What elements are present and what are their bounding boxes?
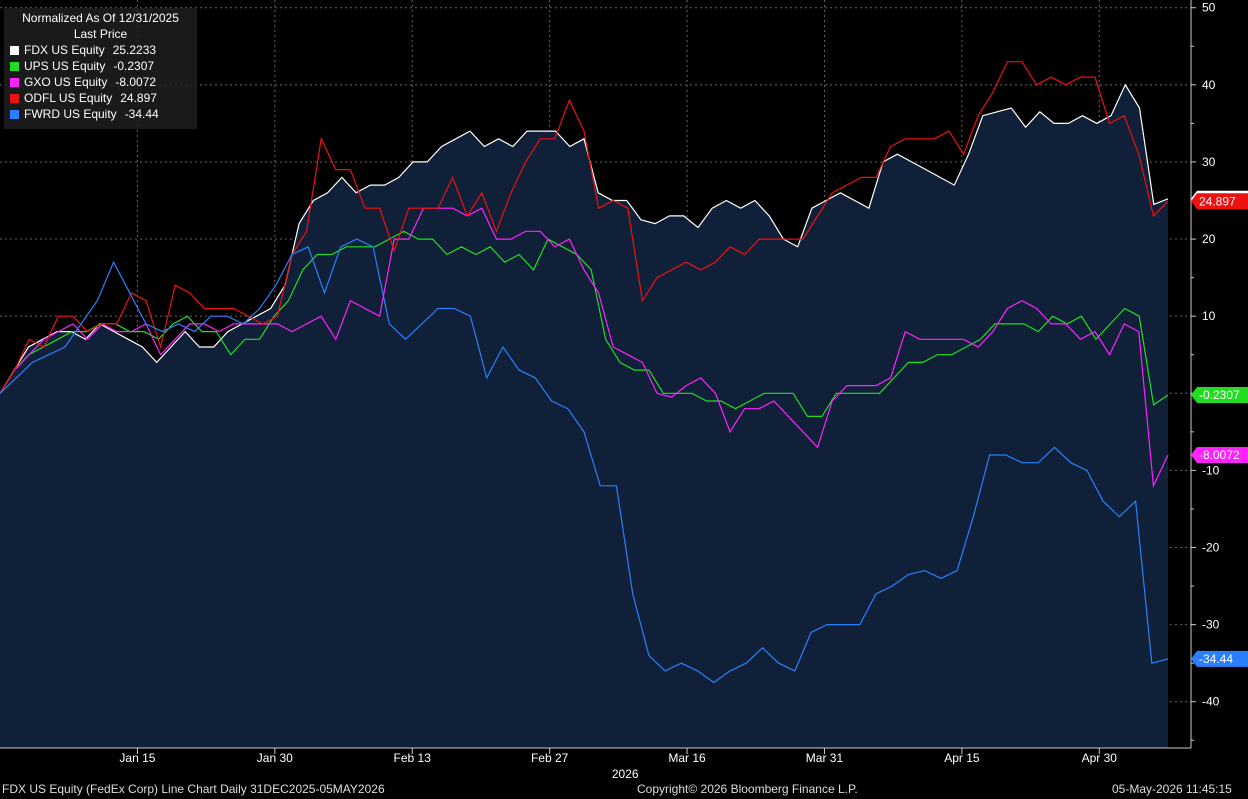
y-tick-label: 40 <box>1202 78 1216 92</box>
gxo-last-label: -8.0072 <box>1191 447 1248 464</box>
fwrd-line <box>0 238 1169 684</box>
x-tick-label: Jan 15 <box>119 751 155 765</box>
ups-last-label-bg <box>1191 387 1248 404</box>
legend-series-value: -8.0072 <box>115 75 157 89</box>
legend-series-name: UPS US Equity <box>24 59 106 73</box>
legend-series-value: 24.897 <box>120 91 157 105</box>
odfl-line <box>0 61 1169 394</box>
fwrd-last-label-bg <box>1191 650 1248 667</box>
y-axis: 50403020100-10-20-30-40 <box>1190 0 1220 748</box>
legend-entry-ups: UPS US Equity -0.2307 <box>10 58 191 74</box>
legend-series-value: -34.44 <box>124 107 159 121</box>
y-tick-label: 20 <box>1202 232 1216 246</box>
legend-entry-fdx: FDX US Equity 25.2233 <box>10 42 191 58</box>
gxo-last-label-bg <box>1191 447 1248 464</box>
legend-series-value: -0.2307 <box>113 59 155 73</box>
ups-last-label: -0.2307 <box>1191 387 1248 404</box>
legend-entry-odfl: ODFL US Equity 24.897 <box>10 90 191 106</box>
legend-series-value: 25.2233 <box>112 43 157 57</box>
legend-swatch <box>10 61 19 71</box>
series-lines <box>0 61 1169 684</box>
legend-series-name: GXO US Equity <box>24 75 108 89</box>
footer-description: FDX US Equity (FedEx Corp) Line Chart Da… <box>2 782 385 796</box>
x-year-label: 2026 <box>612 767 639 781</box>
legend-entry-fwrd: FWRD US Equity -34.44 <box>10 106 191 122</box>
x-tick-label: Jan 30 <box>257 751 293 765</box>
legend-swatch <box>10 77 19 87</box>
x-axis: Jan 15 Jan 30 Feb 13 Feb 27 Mar 16 Mar 31 Apr … <box>0 747 1191 781</box>
odfl-last-label-bg <box>1191 193 1248 210</box>
y-tick-label: -40 <box>1202 695 1220 709</box>
odfl-last-label: 24.897 <box>1191 193 1248 210</box>
x-tick-label: Apr 15 <box>944 751 980 765</box>
y-tick-label: -20 <box>1202 541 1220 555</box>
legend-swatch <box>10 93 19 103</box>
y-tick-label: 10 <box>1202 309 1216 323</box>
fdx-area-fill <box>0 84 1168 749</box>
legend-swatch <box>10 45 19 55</box>
y-tick-label: -30 <box>1202 618 1220 632</box>
legend-entry-gxo: GXO US Equity -8.0072 <box>10 74 191 90</box>
x-tick-label: Feb 13 <box>394 751 432 765</box>
fwrd-last-label: -34.44 <box>1191 650 1248 667</box>
x-tick-label: Mar 16 <box>668 751 706 765</box>
fwrd-last-value: -34.44 <box>1199 652 1233 666</box>
legend-title: Normalized As Of 12/31/2025 <box>22 11 179 25</box>
gxo-last-value: -8.0072 <box>1199 448 1240 462</box>
gxo-line <box>0 207 1169 489</box>
legend-entries: FDX US Equity 25.2233 UPS US Equity -0.2307… <box>10 42 191 122</box>
x-tick-label: Mar 31 <box>806 751 844 765</box>
legend-series-name: FWRD US Equity <box>24 107 117 121</box>
y-tick-label: 30 <box>1202 155 1216 169</box>
odfl-last-value: 24.897 <box>1199 194 1236 208</box>
footer-copyright: Copyright© 2026 Bloomberg Finance L.P. <box>637 782 858 796</box>
fdx-area <box>0 84 1168 749</box>
legend-series-name: ODFL US Equity <box>24 91 113 105</box>
legend: Normalized As Of 12/31/2025 Last Price F… <box>4 8 197 129</box>
ups-last-value: -0.2307 <box>1199 388 1240 402</box>
y-tick-label: 50 <box>1202 1 1216 15</box>
legend-swatch <box>10 109 19 119</box>
x-tick-label: Feb 27 <box>531 751 569 765</box>
fdx-line <box>0 83 1169 394</box>
footer-timestamp: 05-May-2026 11:45:15 <box>1112 782 1232 796</box>
x-tick-label: Apr 30 <box>1082 751 1118 765</box>
legend-series-name: FDX US Equity <box>24 43 105 57</box>
legend-subtitle: Last Price <box>73 27 128 41</box>
y-tick-label: -10 <box>1202 463 1220 477</box>
